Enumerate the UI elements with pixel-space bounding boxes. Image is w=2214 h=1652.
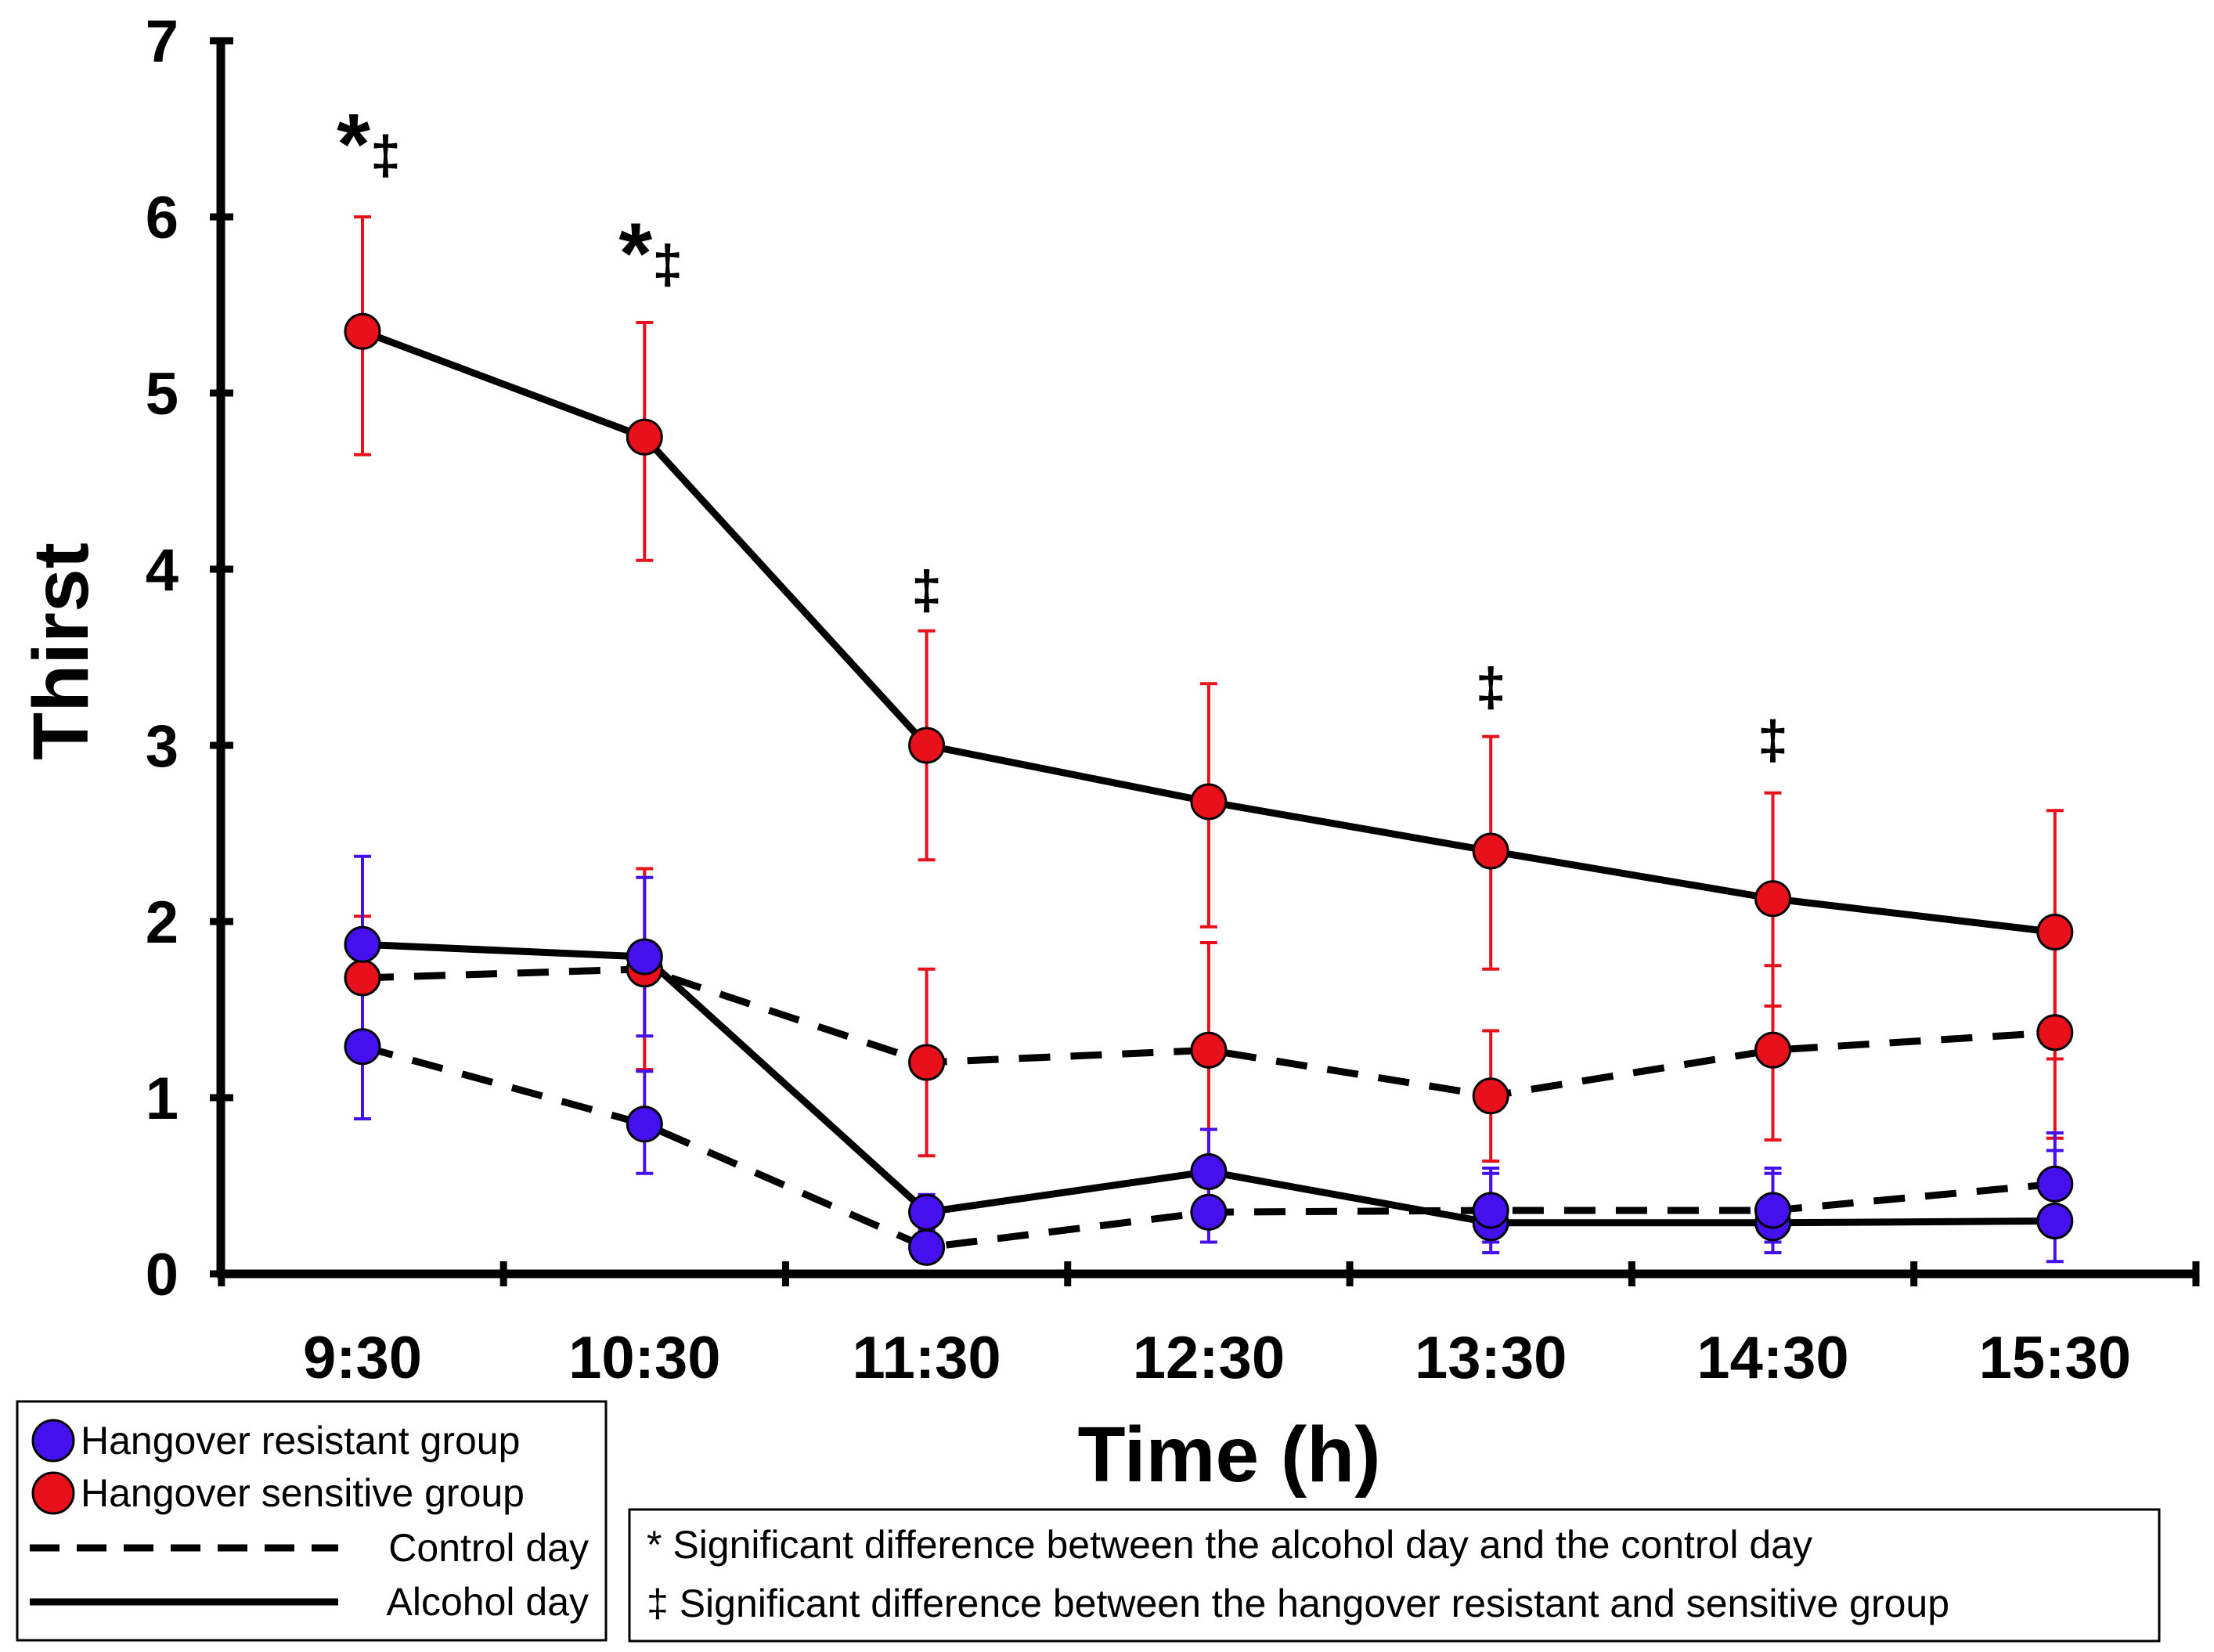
legend: Hangover resistant group Hangover sensit…	[16, 1400, 608, 1642]
significance-marker: ‡	[1758, 709, 1788, 770]
data-point-sensitive-control	[908, 1044, 946, 1081]
legend-label-resistant: Hangover resistant group	[81, 1419, 520, 1463]
data-point-resistant-control	[1472, 1192, 1509, 1229]
x-axis-title: Time (h)	[1077, 1411, 1380, 1499]
significance-marker: *‡	[618, 205, 683, 301]
data-point-resistant-control	[1754, 1192, 1791, 1229]
x-tick-label: 15:30	[1979, 1325, 2131, 1391]
data-point-sensitive-alcohol	[344, 312, 381, 350]
x-tick-label: 12:30	[1133, 1325, 1285, 1391]
legend-marker-resistant	[31, 1419, 75, 1463]
data-point-sensitive-alcohol	[1190, 783, 1228, 821]
note-resistant-vs-sensitive: ‡ Significant difference between the han…	[647, 1582, 1949, 1625]
legend-label-sensitive: Hangover sensitive group	[81, 1471, 525, 1515]
error-bars	[354, 215, 2064, 1264]
data-point-sensitive-alcohol	[1472, 832, 1509, 870]
y-tick-label: 5	[146, 361, 178, 427]
data-point-resistant-alcohol	[908, 1193, 946, 1231]
significance-marker: *‡	[337, 96, 401, 193]
x-tick-label: 13:30	[1415, 1325, 1567, 1391]
data-point-sensitive-control	[344, 959, 381, 997]
data-point-resistant-control	[908, 1228, 946, 1266]
data-point-sensitive-control	[1190, 1031, 1228, 1069]
data-point-sensitive-alcohol	[2036, 914, 2074, 950]
significance-notes: * Significant difference between the alc…	[628, 1508, 2161, 1643]
y-tick-label: 4	[146, 537, 178, 604]
significance-marker: ‡	[911, 560, 942, 621]
data-point-resistant-control	[2036, 1165, 2074, 1203]
legend-label-control: Control day	[388, 1526, 589, 1570]
y-tick-label: 6	[146, 185, 178, 251]
x-tick-label: 14:30	[1697, 1325, 1848, 1391]
y-tick-label: 3	[146, 713, 178, 780]
data-point-sensitive-control	[1472, 1077, 1509, 1115]
data-point-sensitive-alcohol	[1754, 880, 1791, 918]
significance-marker: ‡	[1476, 656, 1506, 717]
axes: 0 1 2 3 4 5 6 7 9:30 10:30 11:30 12:30 13:30 14:30 15:…	[146, 9, 2200, 1391]
y-axis-title: Thirst	[17, 543, 105, 760]
data-points	[344, 312, 2074, 1266]
data-point-sensitive-alcohol	[626, 418, 663, 456]
y-tick-label: 7	[146, 9, 178, 75]
data-point-sensitive-alcohol	[908, 727, 946, 764]
y-tick-label: 0	[146, 1242, 178, 1308]
legend-marker-sensitive	[31, 1471, 75, 1515]
data-point-resistant-control	[626, 1106, 663, 1143]
x-tick-label: 9:30	[303, 1325, 422, 1391]
notes-box	[628, 1508, 2161, 1643]
data-point-resistant-alcohol	[2036, 1203, 2074, 1239]
data-point-resistant-control	[1190, 1193, 1228, 1231]
data-point-sensitive-control	[1754, 1031, 1791, 1069]
data-point-resistant-alcohol	[1190, 1153, 1228, 1190]
data-point-resistant-control	[344, 1028, 381, 1066]
data-point-resistant-alcohol	[626, 938, 663, 976]
significance-annotations: *‡ *‡ ‡ ‡ ‡	[337, 96, 1788, 770]
x-tick-label: 11:30	[853, 1325, 1001, 1391]
y-tick-label: 1	[146, 1066, 178, 1132]
x-tick-label: 10:30	[568, 1325, 720, 1391]
y-tick-label: 2	[146, 889, 178, 956]
data-point-sensitive-control	[2036, 1014, 2074, 1051]
legend-label-alcohol: Alcohol day	[387, 1580, 590, 1624]
note-alcohol-vs-control: * Significant difference between the alc…	[647, 1523, 1812, 1567]
data-point-resistant-alcohol	[344, 925, 381, 963]
